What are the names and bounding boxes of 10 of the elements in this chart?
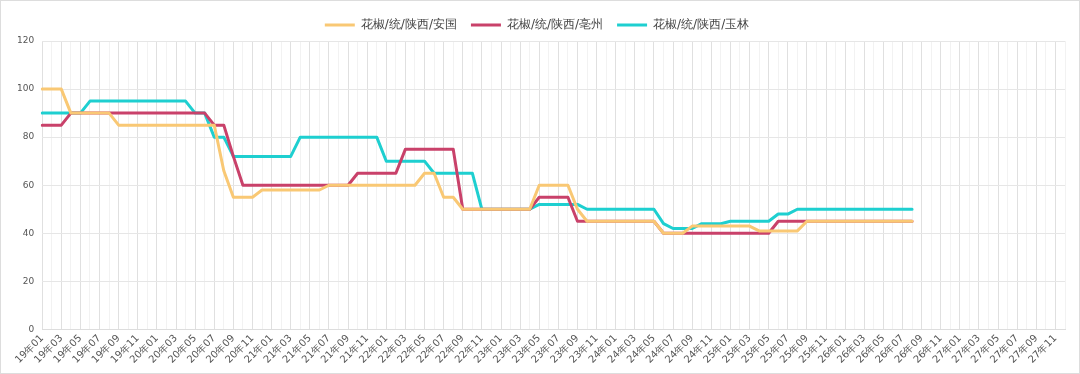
y-tick-label: 40 <box>22 227 35 238</box>
y-tick-label: 60 <box>22 179 35 190</box>
y-tick-label: 80 <box>22 131 35 142</box>
y-tick-label: 120 <box>16 35 35 46</box>
legend-label: 花椒/统/陕西/安国 <box>360 17 457 32</box>
legend-label: 花椒/统/陕西/亳州 <box>506 17 604 32</box>
legend-label: 花椒/统/陕西/玉林 <box>653 17 750 32</box>
y-tick-label: 20 <box>22 275 35 286</box>
y-tick-label: 0 <box>28 323 35 334</box>
y-tick-label: 100 <box>16 83 35 94</box>
